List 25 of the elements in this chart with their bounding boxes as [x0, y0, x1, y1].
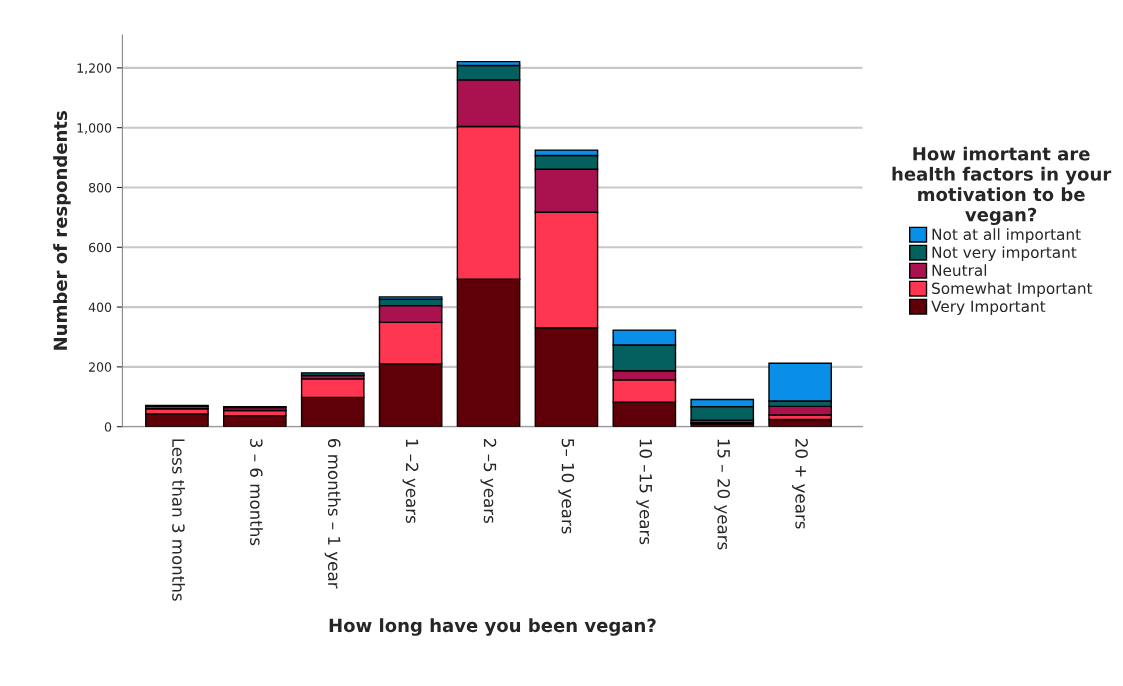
x-tick-label: Less than 3 months	[172, 439, 185, 601]
y-tick-label: 600	[89, 242, 112, 253]
legend-label: Somewhat Important	[932, 282, 1093, 298]
x-tick-label: 5– 10 years	[558, 439, 575, 534]
legend-label: Not at all important	[932, 228, 1081, 244]
legend-title: How imortant are health factors in your motivation to be vegan?	[892, 146, 1112, 226]
y-tick-label: 200	[89, 362, 112, 372]
y-axis-title: Number of respondents	[53, 111, 71, 350]
x-tick-label: 2 –5 years	[480, 439, 497, 523]
x-tick-label: 3 – 6 months	[250, 439, 263, 546]
y-tick-label: 400	[88, 302, 112, 313]
bar	[768, 405, 832, 416]
x-tick-label: 6 months – 1 year	[324, 438, 341, 589]
x-tick-label: 15 – 20 years	[714, 439, 731, 550]
x-tick-label: 20 + years	[792, 439, 808, 529]
legend-label: Not very important	[932, 246, 1077, 262]
x-axis-title: How long have you been vegan?	[329, 618, 656, 636]
legend-label: Very Important	[931, 300, 1046, 316]
y-tick-label: 1,000	[77, 123, 112, 134]
legend-label: Neutral	[932, 264, 987, 277]
y-tick-label: 800	[88, 182, 112, 193]
x-tick-label: 1 –2 years	[402, 439, 419, 523]
y-tick-label: 0	[104, 422, 112, 432]
y-tick-label: 1,200	[77, 63, 112, 75]
x-tick-label: 10 –15 years	[636, 439, 653, 545]
